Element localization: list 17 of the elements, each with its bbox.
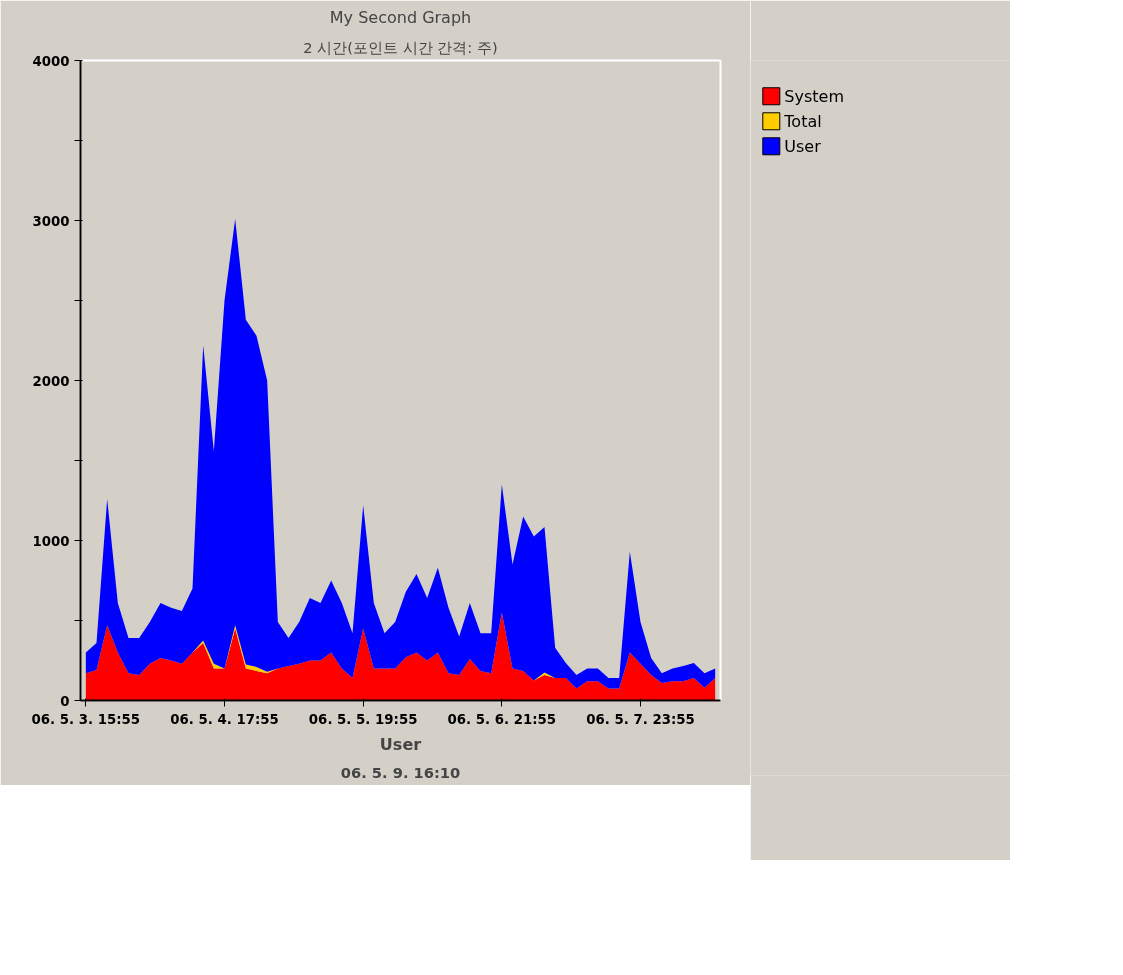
x-tick-label: 06. 5. 4. 17:55 (170, 711, 279, 727)
y-tick-label: 4000 (32, 53, 70, 69)
y-tick-label: 0 (60, 693, 70, 709)
y-tick-label: 1000 (32, 533, 70, 549)
chart-subtitle: 2 시간(포인트 시간 간격: 주) (303, 38, 498, 56)
x-axis-title: User (379, 734, 422, 754)
x-tick-label: 06. 5. 5. 19:55 (308, 711, 418, 727)
x-tick-label: 06. 5. 3. 15:55 (31, 711, 141, 727)
y-tick-label: 3000 (32, 213, 70, 229)
x-tick-label: 06. 5. 7. 23:55 (586, 711, 695, 727)
chart-title: My Second Graph (329, 7, 472, 27)
legend-label: System (784, 86, 844, 106)
legend-label: User (784, 136, 822, 156)
x-tick-label: 06. 5. 6. 21:55 (447, 711, 557, 727)
legend-label: Total (783, 111, 822, 131)
y-tick-label: 2000 (32, 373, 70, 389)
text: 06. 5. 9. 16:10 (340, 763, 461, 781)
